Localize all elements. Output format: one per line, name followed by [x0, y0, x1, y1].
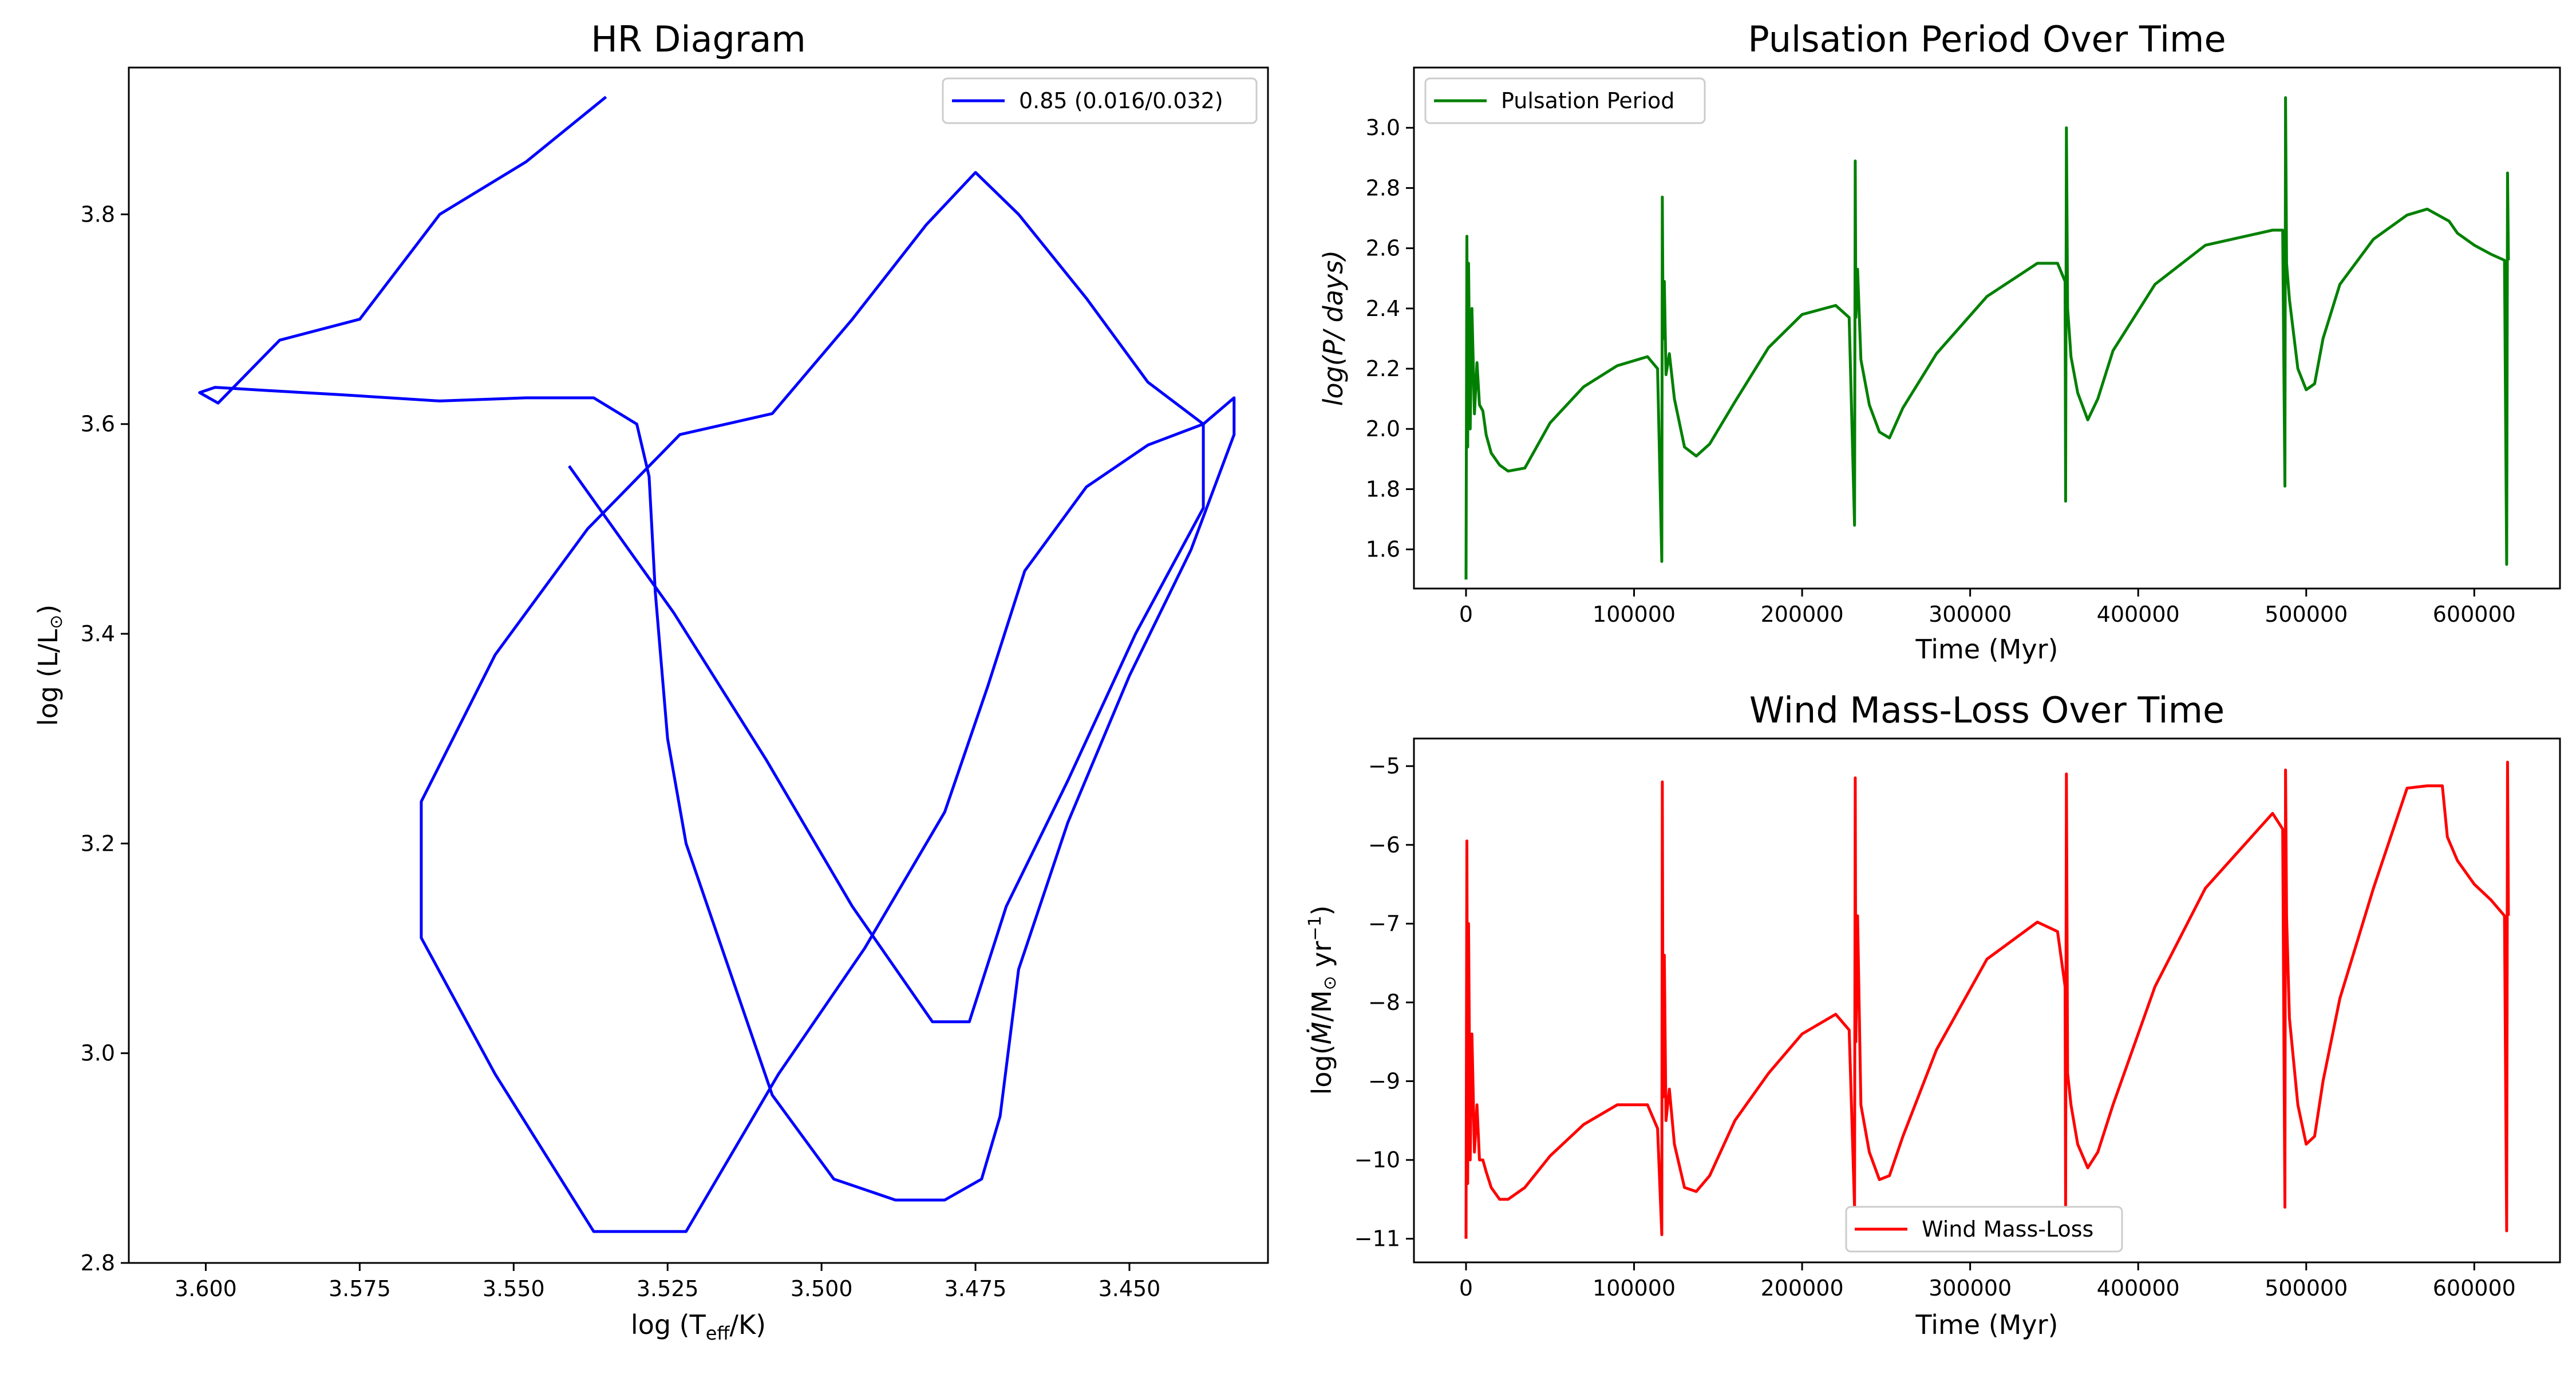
pulsation-xtick-label: 200000	[1761, 602, 1844, 627]
hr-ylabel-main: log (L/L	[33, 629, 64, 726]
wind-ytick-label: −11	[1354, 1226, 1400, 1251]
hr-diagram-legend: 0.85 (0.016/0.032)	[942, 77, 1258, 124]
wind-ylabel-mdot: Ṁ	[1306, 1022, 1337, 1045]
hr-xlabel-main: log (T	[631, 1309, 706, 1340]
wind-ytick-label: −10	[1354, 1147, 1400, 1172]
wind-xtick-label: 400000	[2097, 1276, 2180, 1301]
pulsation-ytick-label: 2.4	[1366, 296, 1400, 321]
hr-ytick-label: 3.0	[81, 1041, 115, 1066]
wind-mass-loss-line	[1464, 760, 2510, 1239]
wind-xlabel: Time (Myr)	[1915, 1309, 2059, 1340]
hr-xtick-label: 3.525	[637, 1276, 699, 1301]
hr-diagram-ylabel: log (L/L⊙)	[33, 605, 66, 727]
hr-xtick-label: 3.475	[945, 1276, 1007, 1301]
pulsation-ytick-label: 2.6	[1366, 236, 1400, 261]
hr-ytick-label: 2.8	[81, 1250, 115, 1276]
pulsation-xtick-label: 600000	[2433, 602, 2516, 627]
wind-ytick-label: −7	[1368, 911, 1400, 936]
hr-diagram-title: HR Diagram	[591, 18, 806, 60]
pulsation-ticks: 0 100000 200000 300000 400000 500000 600000 1.6…	[1366, 115, 2516, 627]
hr-diagram-ticks: 3.600 3.575 3.550 3.525 3.500 3.475 3.450 2.8 3.…	[81, 202, 1161, 1301]
wind-frame	[1413, 737, 2561, 1264]
pulsation-xlabel: Time (Myr)	[1915, 634, 2059, 665]
wind-ylabel-exp: −1	[1305, 915, 1325, 941]
hr-xtick-label: 3.550	[483, 1276, 545, 1301]
hr-ytick-label: 3.2	[81, 831, 115, 856]
pulsation-title: Pulsation Period Over Time	[1748, 18, 2226, 60]
pulsation-ytick-label: 1.6	[1366, 537, 1400, 562]
wind-ylabel-pre: log(	[1306, 1044, 1337, 1095]
pulsation-xtick-label: 400000	[2097, 602, 2180, 627]
hr-track-line	[198, 96, 1236, 1233]
hr-xlabel-tail: /K)	[729, 1309, 766, 1340]
pulsation-legend-label: Pulsation Period	[1501, 88, 1674, 113]
pulsation-ytick-label: 2.2	[1366, 356, 1400, 381]
hr-ytick-label: 3.8	[81, 202, 115, 227]
wind-xtick-label: 300000	[1929, 1276, 2012, 1301]
wind-ylabel-sym: ⊙	[1320, 976, 1340, 990]
hr-xtick-label: 3.600	[175, 1276, 237, 1301]
wind-ytick-label: −5	[1368, 753, 1400, 779]
wind-xtick-label: 500000	[2265, 1276, 2348, 1301]
wind-legend-label: Wind Mass-Loss	[1922, 1217, 2093, 1242]
pulsation-ytick-label: 3.0	[1366, 115, 1400, 140]
wind-ticks: 0 100000 200000 300000 400000 500000 600000 −11…	[1354, 753, 2516, 1301]
pulsation-period-panel: Pulsation Period Over Time 0 100000 200000…	[1318, 18, 2561, 665]
pulsation-period-line	[1464, 96, 2510, 580]
hr-xtick-label: 3.450	[1099, 1276, 1161, 1301]
hr-ytick-label: 3.6	[81, 412, 115, 437]
hr-ylabel-tail: )	[33, 605, 64, 615]
hr-diagram-panel: HR Diagram 3.600 3.575 3.550 3.525 3.500 3.47…	[33, 18, 1269, 1344]
hr-xtick-label: 3.500	[791, 1276, 853, 1301]
wind-ylabel: log(Ṁ/M⊙ yr−1)	[1305, 905, 1340, 1095]
wind-ylabel-mid: /M	[1306, 990, 1337, 1022]
hr-diagram-xlabel: log (Teff/K)	[631, 1309, 766, 1344]
wind-xtick-label: 200000	[1761, 1276, 1844, 1301]
wind-mass-loss-panel: Wind Mass-Loss Over Time 0 100000 200000 30…	[1305, 689, 2561, 1340]
pulsation-ytick-label: 2.0	[1366, 416, 1400, 441]
pulsation-xtick-label: 0	[1459, 602, 1473, 627]
wind-title: Wind Mass-Loss Over Time	[1749, 689, 2225, 731]
hr-xlabel-sub: eff	[706, 1322, 730, 1344]
wind-xtick-label: 600000	[2433, 1276, 2516, 1301]
hr-legend-label: 0.85 (0.016/0.032)	[1019, 88, 1223, 113]
hr-xtick-label: 3.575	[329, 1276, 391, 1301]
pulsation-xtick-label: 100000	[1593, 602, 1676, 627]
hr-diagram-frame	[128, 66, 1269, 1264]
wind-ytick-label: −8	[1368, 990, 1400, 1015]
hr-legend-box	[942, 77, 1258, 124]
pulsation-legend: Pulsation Period	[1424, 77, 1706, 124]
wind-ytick-label: −6	[1368, 832, 1400, 858]
pulsation-ytick-label: 1.8	[1366, 476, 1400, 502]
pulsation-ytick-label: 2.8	[1366, 175, 1400, 200]
hr-ytick-label: 3.4	[81, 621, 115, 646]
wind-ylabel-unit: yr	[1306, 941, 1337, 976]
hr-ylabel-sym: ⊙	[46, 615, 66, 629]
wind-xtick-label: 0	[1459, 1276, 1473, 1301]
pulsation-xtick-label: 300000	[1929, 602, 2012, 627]
wind-ylabel-tail: )	[1306, 905, 1337, 915]
pulsation-xtick-label: 500000	[2265, 602, 2348, 627]
wind-legend: Wind Mass-Loss	[1845, 1206, 2123, 1253]
wind-legend-box	[1845, 1206, 2123, 1253]
wind-ytick-label: −9	[1368, 1069, 1400, 1094]
pulsation-legend-box	[1424, 77, 1706, 124]
pulsation-frame	[1413, 66, 2561, 590]
pulsation-ylabel: log(P/ days)	[1318, 250, 1349, 406]
wind-xtick-label: 100000	[1593, 1276, 1676, 1301]
